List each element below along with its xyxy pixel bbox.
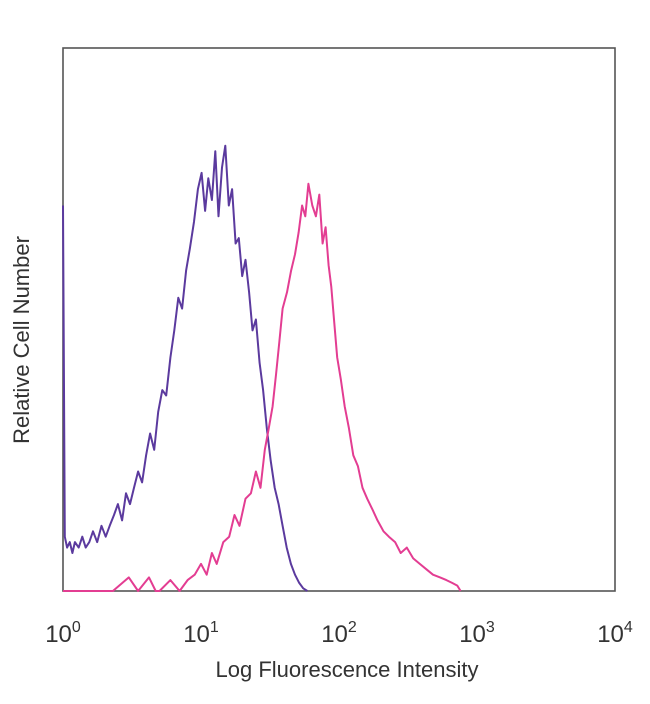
x-tick-label-2: 102 (321, 619, 357, 648)
x-tick-labels: 100 101 102 103 104 (45, 619, 633, 648)
histogram-series-2 (63, 182, 462, 592)
x-tick-label-3: 103 (459, 619, 495, 648)
histogram-series-1 (62, 144, 308, 592)
x-tick-label-4: 104 (597, 619, 633, 648)
x-axis-label: Log Fluorescence Intensity (216, 657, 479, 682)
x-tick-label-1: 101 (183, 619, 219, 648)
y-axis-label: Relative Cell Number (9, 236, 34, 444)
plot-frame (62, 47, 616, 592)
series-layer (62, 144, 462, 592)
x-tick-label-0: 100 (45, 619, 81, 648)
